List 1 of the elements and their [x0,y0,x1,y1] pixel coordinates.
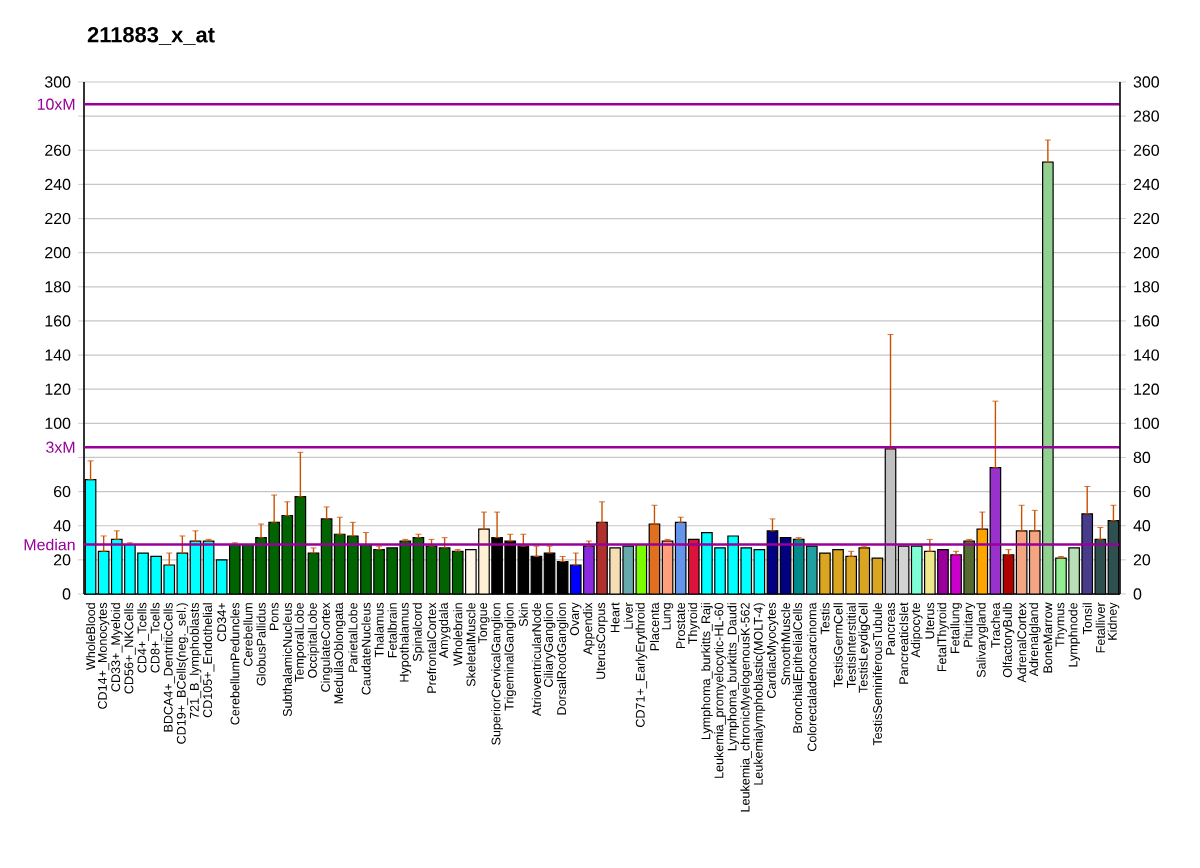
chart-title: 211883_x_at [87,27,215,45]
